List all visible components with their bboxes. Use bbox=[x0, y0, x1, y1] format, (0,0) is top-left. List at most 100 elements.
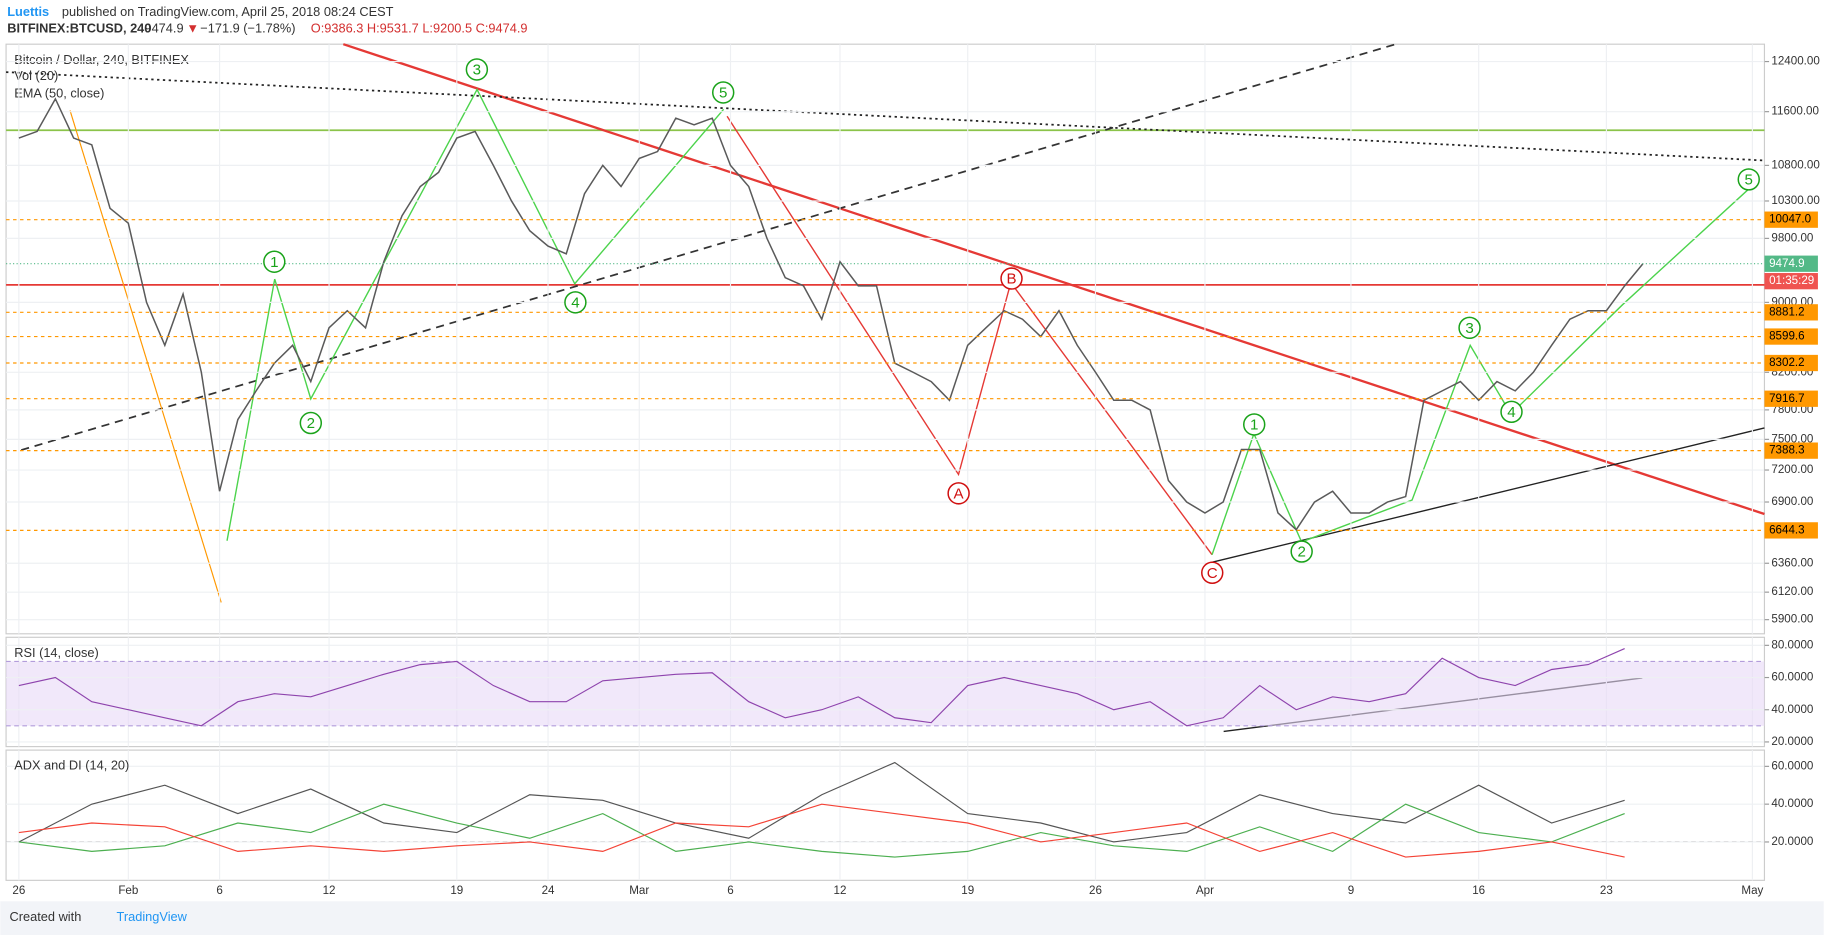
level-label: 8599.6 bbox=[1769, 330, 1805, 343]
wave-label: 3 bbox=[1465, 320, 1473, 337]
trend-line bbox=[20, 43, 1397, 451]
x-tick-label: 6 bbox=[727, 884, 733, 897]
wave-label: 1 bbox=[270, 254, 278, 271]
change: −171.9 (−1.78%) bbox=[200, 20, 295, 35]
wave-marker bbox=[564, 291, 587, 314]
wave-line bbox=[726, 115, 1213, 556]
countdown: 01:35:29 bbox=[1769, 274, 1814, 287]
y-tick-label: 6360.00 bbox=[1771, 556, 1813, 569]
series-line bbox=[18, 803, 1625, 858]
wave-marker bbox=[947, 482, 970, 505]
level-box bbox=[1764, 442, 1818, 459]
y-tick-label: 60.0000 bbox=[1771, 759, 1813, 772]
wave-marker bbox=[1290, 540, 1313, 563]
series-title: Bitcoin / Dollar, 240, BITFINEX bbox=[14, 52, 189, 67]
price-panel bbox=[5, 43, 1766, 635]
series-line bbox=[18, 803, 1625, 858]
series-line bbox=[18, 97, 1644, 531]
x-tick-label: Mar bbox=[629, 884, 649, 897]
x-tick-label: Apr bbox=[1196, 884, 1214, 897]
x-tick-label: 12 bbox=[323, 884, 336, 897]
last-price-box bbox=[1764, 255, 1818, 272]
level-box bbox=[1764, 522, 1818, 539]
level-label: 8302.2 bbox=[1769, 356, 1805, 369]
wave-label: 4 bbox=[571, 295, 579, 312]
wave-label: 2 bbox=[307, 415, 315, 432]
x-tick-label: May bbox=[1741, 884, 1763, 897]
level-box bbox=[1764, 390, 1818, 407]
arrow: ▼ bbox=[186, 20, 199, 35]
y-tick-label: 6120.00 bbox=[1771, 585, 1813, 598]
level-label: 10047.0 bbox=[1769, 213, 1811, 226]
wave-marker bbox=[1737, 168, 1760, 191]
ohlc: O:9386.3 H:9531.7 L:9200.5 C:9474.9 bbox=[311, 20, 528, 35]
wave-label: 5 bbox=[719, 85, 727, 102]
y-tick-label: 11600.00 bbox=[1771, 105, 1819, 118]
wave-label: C bbox=[1207, 565, 1218, 582]
wave-marker bbox=[1243, 413, 1266, 436]
y-tick-label: 7500.00 bbox=[1771, 432, 1813, 445]
rsi-band bbox=[6, 661, 1765, 726]
x-tick-label: 12 bbox=[834, 884, 847, 897]
wave-marker bbox=[1000, 267, 1023, 290]
trend-line bbox=[6, 71, 1765, 162]
series-line bbox=[18, 648, 1625, 727]
series-line bbox=[18, 761, 1625, 843]
y-tick-label: 20.0000 bbox=[1771, 735, 1813, 748]
level-box bbox=[1764, 211, 1818, 228]
y-tick-label: 9800.00 bbox=[1771, 231, 1813, 244]
wave-label: A bbox=[954, 485, 965, 502]
symbol: BITFINEX:BTCUSD, 240 bbox=[7, 20, 151, 35]
level-box bbox=[1764, 304, 1818, 321]
indicator: EMA (50, close) bbox=[14, 86, 104, 101]
y-tick-label: 5900.00 bbox=[1771, 613, 1813, 626]
level-box bbox=[1764, 328, 1818, 345]
level-label: 7916.7 bbox=[1769, 392, 1805, 405]
x-tick-label: 9 bbox=[1348, 884, 1354, 897]
x-tick-label: 19 bbox=[961, 884, 974, 897]
wave-label: 2 bbox=[1297, 544, 1305, 561]
y-tick-label: 20.0000 bbox=[1771, 835, 1813, 848]
y-tick-label: 10300.00 bbox=[1771, 194, 1819, 207]
author[interactable]: Luettis bbox=[7, 4, 49, 19]
wave-label: 4 bbox=[1507, 404, 1515, 421]
y-tick-label: 40.0000 bbox=[1771, 703, 1813, 716]
wave-marker bbox=[711, 81, 735, 104]
footer-text: Created with bbox=[10, 909, 82, 924]
last-price-label: 9474.9 bbox=[1769, 257, 1805, 270]
wave-marker bbox=[299, 411, 323, 435]
wave-label: 1 bbox=[1250, 417, 1258, 434]
indicator: Vol (20) bbox=[14, 68, 58, 83]
x-tick-label: 6 bbox=[216, 884, 222, 897]
footer-brand[interactable]: TradingView bbox=[117, 909, 188, 924]
panel-title: ADX and DI (14, 20) bbox=[14, 758, 129, 773]
y-tick-label: 60.0000 bbox=[1771, 671, 1813, 684]
wave-label: 5 bbox=[1745, 172, 1753, 189]
x-tick-label: 26 bbox=[12, 884, 25, 897]
panel-title: RSI (14, close) bbox=[14, 645, 99, 660]
wave-label: B bbox=[1006, 271, 1016, 288]
x-tick-label: 26 bbox=[1089, 884, 1102, 897]
y-tick-label: 10800.00 bbox=[1771, 158, 1819, 171]
wave-marker bbox=[263, 250, 286, 273]
wave-marker bbox=[1500, 400, 1523, 424]
y-tick-label: 40.0000 bbox=[1771, 797, 1813, 810]
y-tick-label: 12400.00 bbox=[1771, 55, 1819, 68]
level-box bbox=[1764, 354, 1818, 372]
y-tick-label: 80.0000 bbox=[1771, 638, 1813, 651]
wave-line bbox=[226, 88, 725, 541]
x-tick-label: 24 bbox=[542, 884, 555, 897]
x-tick-label: 16 bbox=[1472, 884, 1485, 897]
y-tick-label: 6900.00 bbox=[1771, 495, 1813, 508]
x-tick-label: 23 bbox=[1600, 884, 1613, 897]
wave-line bbox=[1211, 189, 1749, 555]
trend-line bbox=[342, 43, 1765, 516]
published: published on TradingView.com, April 25, … bbox=[62, 4, 394, 19]
level-label: 6644.3 bbox=[1769, 523, 1805, 536]
footer-bar bbox=[0, 901, 1824, 935]
y-tick-label: 7200.00 bbox=[1771, 463, 1813, 476]
wave-marker bbox=[1458, 316, 1481, 340]
wave-label: 3 bbox=[473, 62, 481, 79]
